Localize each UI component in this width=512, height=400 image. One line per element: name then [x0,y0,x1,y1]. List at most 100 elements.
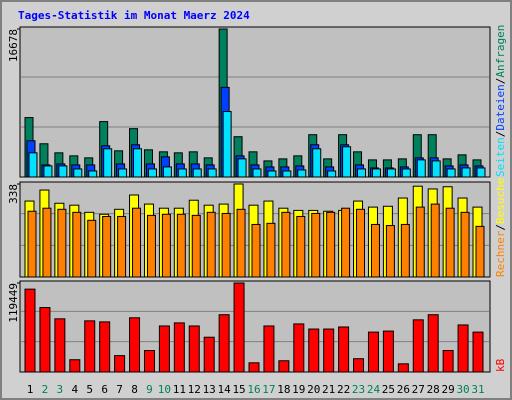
bar [221,212,231,278]
bar [431,160,441,178]
bar [206,211,216,278]
bar [400,223,410,278]
bar [356,208,366,278]
bar [84,320,96,373]
bar [323,328,335,373]
legend: Rechner/Besuche [494,178,507,277]
bar [99,321,111,373]
legend-separator: / [494,131,507,138]
bar [341,207,351,278]
legend: Seiten/Dateien/Anfragen [494,25,507,177]
bar [192,168,202,178]
x-tick-label: 26 [397,383,410,396]
bar [338,326,350,373]
x-tick-label: 1 [27,383,34,396]
legend-entry: Besuche [494,178,507,224]
bar [117,215,127,278]
bar [460,211,470,278]
bar [266,222,276,278]
bar [162,166,172,178]
bar [475,225,485,278]
bar [43,165,53,178]
bar [146,214,156,278]
panel [19,280,491,373]
x-tick-label: 31 [471,383,484,396]
x-tick-label: 22 [337,383,350,396]
bar [385,225,395,278]
bar [312,148,322,178]
y-tick-label: 16678 [7,29,20,62]
bar [222,111,232,178]
bar [461,167,471,178]
legend-entry: Anfragen [494,25,507,78]
bar [27,210,37,278]
bar [24,288,36,373]
bar [114,355,126,373]
x-tick-label: 25 [382,383,395,396]
x-tick-label: 18 [277,383,290,396]
bar [353,358,365,373]
bar [282,170,292,178]
bar [251,223,261,278]
x-tick-label: 5 [86,383,93,396]
bar [88,170,98,178]
x-tick-label: 17 [262,383,275,396]
bar [446,168,456,178]
bar [252,168,262,178]
x-tick-label: 13 [203,383,216,396]
bar [161,213,171,278]
x-tick-label: 14 [218,383,232,396]
bar [57,208,67,278]
bar [218,314,230,373]
legend-separator: / [494,224,507,231]
x-tick-label: 12 [188,383,201,396]
legend-entry: kB [494,358,507,372]
bar [386,168,396,178]
bar [207,168,217,178]
x-tick-label: 3 [57,383,64,396]
bar [371,168,381,178]
bar [263,325,275,373]
x-tick-label: 24 [367,383,381,396]
bar [296,215,306,278]
bar [173,322,185,373]
bar [278,360,290,373]
bar [233,282,245,373]
bar [69,359,81,373]
bar [188,325,200,373]
bar [415,206,425,278]
bar [427,314,439,373]
bar [158,325,170,373]
bar [357,168,367,178]
bar [176,213,186,278]
bar [442,350,454,373]
bar [281,211,291,278]
bar [143,350,155,373]
bar [401,168,411,178]
x-tick-label: 11 [173,383,186,396]
bar [382,330,394,373]
bar [248,362,260,373]
x-tick-label: 9 [146,383,153,396]
bar [308,328,320,373]
x-tick-label: 23 [352,383,365,396]
bar [430,203,440,278]
bar [267,170,277,178]
x-tick-label: 27 [412,383,425,396]
x-tick-label: 30 [456,383,469,396]
bar [476,167,486,178]
bar [54,318,66,373]
bar [237,158,247,178]
bar [367,331,379,373]
x-tick-label: 29 [442,383,455,396]
x-tick-label: 6 [101,383,108,396]
bar [311,212,321,278]
bar [147,168,157,178]
bar [133,148,143,178]
bar [177,168,187,178]
x-tick-label: 20 [307,383,320,396]
x-tick-label: 28 [427,383,440,396]
bar [102,215,112,278]
bar [73,168,83,178]
